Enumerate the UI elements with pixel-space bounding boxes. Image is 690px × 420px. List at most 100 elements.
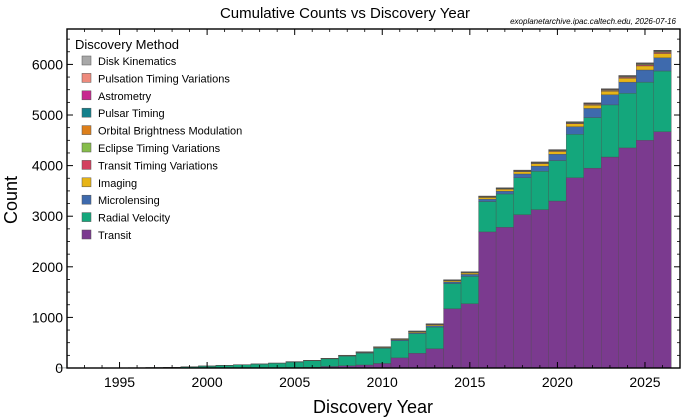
legend-label-disk-kinematics: Disk Kinematics xyxy=(98,56,177,68)
legend-label-pulsar-timing: Pulsar Timing xyxy=(98,108,165,120)
bar-radial-velocity-2023 xyxy=(601,104,619,158)
bar-radial-velocity-2011 xyxy=(390,340,409,359)
bar-imaging-2024 xyxy=(618,78,637,83)
bar-microlensing-2015 xyxy=(460,274,479,277)
bar-radial-velocity-2015 xyxy=(460,276,479,304)
legend-swatch-pulsar-timing xyxy=(81,107,92,118)
bar-imaging-2018 xyxy=(513,171,532,175)
y-tick-label: 5000 xyxy=(32,107,63,123)
bar-microlensing-2026 xyxy=(653,57,672,72)
bar-imaging-2016 xyxy=(478,197,497,200)
bar-radial-velocity-2017 xyxy=(495,193,514,228)
bar-transit-2018 xyxy=(513,214,532,369)
legend-swatch-transit-timing-variations xyxy=(81,160,92,170)
legend-swatch-disk-kinematics xyxy=(81,55,92,66)
bar-imaging-2026 xyxy=(653,53,672,59)
bar-microlensing-2014 xyxy=(443,281,462,284)
legend-label-imaging: Imaging xyxy=(98,178,137,190)
bar-microlensing-2018 xyxy=(513,173,532,178)
bar-microlensing-2021 xyxy=(565,126,584,135)
bar-transit-2026 xyxy=(653,131,672,369)
bar-transit-2025 xyxy=(636,140,654,369)
x-tick-label: 2005 xyxy=(279,374,310,390)
ticks-layer: 1995 2000 2005 2010 2015 2020 2025 0 1000 2000 300… xyxy=(32,29,681,390)
bar-microlensing-2025 xyxy=(636,69,654,83)
x-axis-label: Discovery Year xyxy=(313,397,433,417)
legend-swatch-transit xyxy=(81,229,92,240)
legend-label-transit-timing-variations: Transit Timing Variations xyxy=(98,160,218,172)
source-note: exoplanetarchive.ipac.caltech.edu, 2026-… xyxy=(510,17,676,26)
bar-transit-2023 xyxy=(601,156,619,369)
bar-transit-2022 xyxy=(583,167,602,369)
bar-radial-velocity-2020 xyxy=(548,160,567,202)
bar-imaging-2015 xyxy=(460,272,479,275)
bar-microlensing-2022 xyxy=(583,108,602,118)
y-tick-label: 0 xyxy=(55,360,63,376)
x-tick-label: 2010 xyxy=(367,374,398,390)
x-tick-label: 2025 xyxy=(629,374,660,390)
legend-label-pulsation-timing-variations: Pulsation Timing Variations xyxy=(98,73,230,85)
bar-radial-velocity-2021 xyxy=(565,134,584,178)
y-tick-label: 2000 xyxy=(32,259,63,275)
bar-imaging-2023 xyxy=(601,91,619,95)
plot-frame xyxy=(66,28,681,369)
y-tick-label: 6000 xyxy=(32,56,63,72)
legend-swatch-pulsation-timing-variations xyxy=(81,73,92,83)
x-tick-label: 2020 xyxy=(542,374,573,390)
legend: Discovery Method Disk Kinematics Pulsatio… xyxy=(75,37,242,242)
legend-swatch-radial-velocity xyxy=(81,212,92,222)
bar-radial-velocity-2008 xyxy=(338,355,357,366)
legend-label-radial-velocity: Radial Velocity xyxy=(98,213,171,225)
legend-title: Discovery Method xyxy=(75,37,179,52)
legend-swatch-imaging xyxy=(81,177,92,188)
bar-radial-velocity-2014 xyxy=(443,283,462,309)
bar-radial-velocity-2018 xyxy=(513,177,532,215)
bar-radial-velocity-2019 xyxy=(530,171,549,210)
bar-microlensing-2020 xyxy=(548,154,567,161)
bar-imaging-2017 xyxy=(495,189,514,192)
bar-radial-velocity-2016 xyxy=(478,201,497,233)
bar-radial-velocity-2012 xyxy=(408,333,427,354)
bar-transit-2014 xyxy=(443,308,462,369)
bar-imaging-2019 xyxy=(530,163,549,167)
bar-transit-2016 xyxy=(478,231,497,369)
x-tick-label: 1995 xyxy=(104,374,135,390)
y-axis-label: Count xyxy=(1,176,21,224)
bar-transit-2020 xyxy=(548,200,567,369)
bar-imaging-2021 xyxy=(565,123,584,127)
bar-imaging-2020 xyxy=(548,151,567,155)
bar-transit-2021 xyxy=(565,177,584,369)
legend-swatch-microlensing xyxy=(81,194,92,205)
legend-swatch-eclipse-timing-variations xyxy=(81,142,92,153)
y-tick-label: 4000 xyxy=(32,158,63,174)
bar-microlensing-2016 xyxy=(478,198,497,202)
bar-microlensing-2017 xyxy=(495,190,514,195)
x-tick-label: 2015 xyxy=(454,374,485,390)
legend-label-transit: Transit xyxy=(98,230,131,242)
chart-title: Cumulative Counts vs Discovery Year xyxy=(220,5,470,22)
bar-radial-velocity-2013 xyxy=(425,326,444,349)
bar-transit-2017 xyxy=(495,227,514,369)
bar-imaging-2025 xyxy=(636,65,654,71)
bar-microlensing-2023 xyxy=(601,94,619,106)
y-tick-label: 1000 xyxy=(32,309,63,325)
bar-radial-velocity-2022 xyxy=(583,117,602,169)
bar-microlensing-2024 xyxy=(618,81,637,94)
legend-label-microlensing: Microlensing xyxy=(98,195,160,207)
bar-radial-velocity-2010 xyxy=(373,348,392,364)
bar-radial-velocity-2009 xyxy=(355,352,374,366)
bars-layer xyxy=(58,50,672,369)
bar-transit-2019 xyxy=(530,209,549,369)
legend-label-orbital-brightness-modulation: Orbital Brightness Modulation xyxy=(98,126,242,138)
bar-imaging-2022 xyxy=(583,104,602,109)
bar-radial-velocity-2026 xyxy=(653,70,672,132)
y-tick-label: 3000 xyxy=(32,208,63,224)
bar-transit-2024 xyxy=(618,147,637,369)
legend-swatch-orbital-brightness-modulation xyxy=(81,125,92,135)
legend-swatch-astrometry xyxy=(81,90,92,101)
legend-label-astrometry: Astrometry xyxy=(98,91,152,103)
bar-microlensing-2013 xyxy=(425,325,444,328)
legend-label-eclipse-timing-variations: Eclipse Timing Variations xyxy=(98,143,221,155)
bar-microlensing-2019 xyxy=(530,165,549,172)
